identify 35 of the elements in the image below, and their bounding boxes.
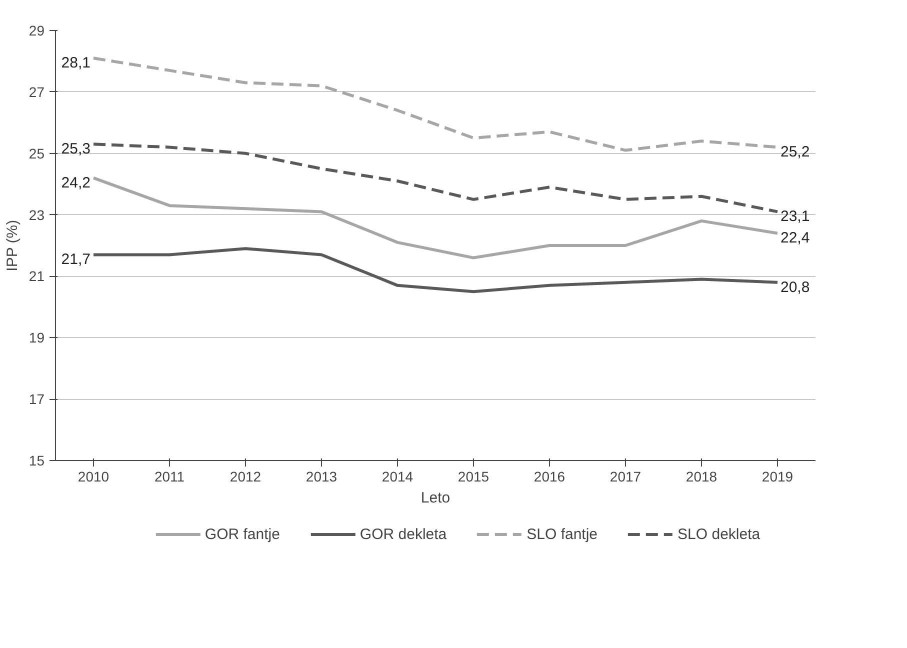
y-tick-label: 23 bbox=[28, 206, 45, 223]
y-tick-label: 25 bbox=[28, 145, 45, 162]
y-tick-label: 15 bbox=[28, 452, 45, 468]
data-label: 24,2 bbox=[61, 174, 91, 192]
y-tick-label: 21 bbox=[28, 268, 45, 284]
line-series bbox=[92, 142, 779, 214]
x-tick-label: 2016 bbox=[534, 468, 566, 484]
line-series bbox=[92, 247, 779, 294]
x-tick-label: 2015 bbox=[458, 468, 490, 484]
x-tick-label: 2012 bbox=[230, 468, 262, 484]
data-label: 22,4 bbox=[780, 230, 810, 247]
y-tick-label: 19 bbox=[28, 330, 45, 346]
y-tick-label: 27 bbox=[28, 84, 45, 100]
data-label: 25,2 bbox=[780, 144, 810, 161]
x-tick-label: 2013 bbox=[306, 468, 338, 484]
data-label: 25,3 bbox=[61, 140, 91, 158]
y-tick-label: 29 bbox=[28, 22, 45, 38]
x-tick-label: 2018 bbox=[686, 468, 718, 484]
x-tick-label: 2010 bbox=[78, 468, 110, 484]
x-tick-label: 2019 bbox=[762, 468, 794, 484]
legend-label: SLO dekleta bbox=[678, 526, 760, 542]
data-label: 21,7 bbox=[61, 251, 91, 268]
y-tick-label: 17 bbox=[28, 391, 45, 408]
x-tick-label: 2014 bbox=[382, 468, 414, 484]
x-axis-title: Leto bbox=[420, 490, 450, 506]
legend-label: GOR fantje bbox=[204, 526, 280, 542]
line-series bbox=[92, 176, 779, 260]
legend-label: SLO fantje bbox=[526, 526, 598, 542]
data-label: 28,1 bbox=[61, 54, 91, 72]
x-tick-label: 2011 bbox=[154, 468, 185, 484]
x-tick-label: 2017 bbox=[610, 468, 642, 484]
y-axis-title: IPP (%) bbox=[4, 220, 21, 272]
legend-label: GOR dekleta bbox=[360, 526, 447, 542]
data-label: 23,1 bbox=[780, 208, 810, 226]
data-label: 20,8 bbox=[780, 278, 810, 296]
